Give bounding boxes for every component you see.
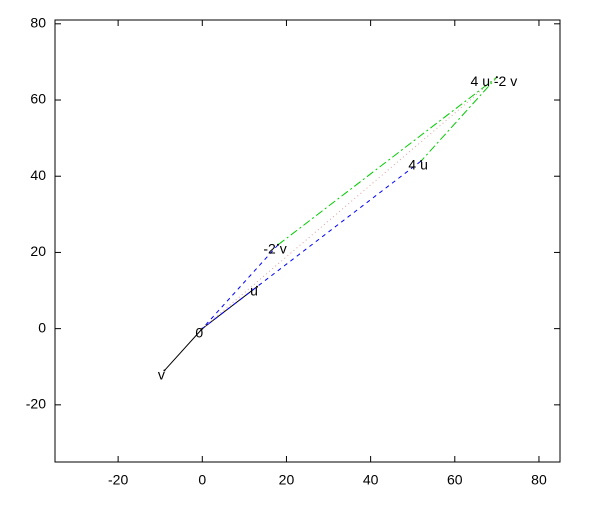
x-tick-label: 60 — [447, 472, 463, 488]
x-tick-label: 0 — [198, 472, 206, 488]
x-tick-label: -20 — [108, 472, 128, 488]
vector-label: -2 v — [263, 241, 286, 257]
y-tick-label: 60 — [30, 91, 46, 107]
vector-line — [201, 76, 498, 330]
vector-label: 4 u — [408, 157, 427, 173]
x-tick-label: 20 — [279, 472, 295, 488]
y-tick-label: 20 — [30, 243, 46, 259]
y-tick-label: 0 — [38, 319, 46, 335]
vector-point — [256, 285, 258, 288]
vector-point — [163, 369, 166, 372]
vector-label: v — [158, 366, 165, 382]
vector-point — [495, 76, 498, 79]
vector-line — [164, 286, 258, 371]
vector-point — [201, 327, 204, 330]
y-tick-label: -20 — [26, 396, 46, 412]
vector-label: 4 u -2 v — [471, 73, 518, 89]
y-tick-label: 40 — [30, 167, 46, 183]
vector-point — [420, 159, 423, 162]
x-tick-label: 40 — [363, 472, 379, 488]
vector-line — [277, 76, 498, 246]
vector-label: 0 — [195, 324, 203, 340]
vector-line — [201, 160, 422, 330]
vector-label: u — [250, 282, 258, 298]
y-tick-label: 80 — [30, 15, 46, 31]
vector-point — [277, 243, 280, 246]
x-tick-label: 80 — [531, 472, 547, 488]
plot-frame — [54, 19, 561, 463]
